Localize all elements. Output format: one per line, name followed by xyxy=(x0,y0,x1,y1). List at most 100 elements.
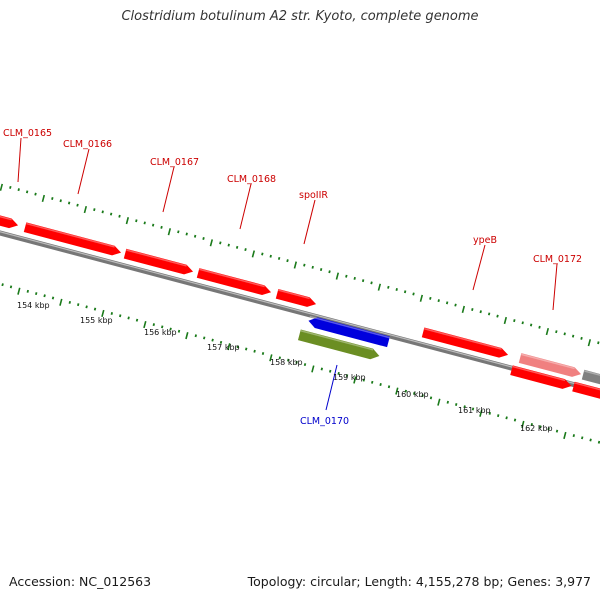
minor-tick xyxy=(488,411,492,415)
minor-tick xyxy=(1,283,4,287)
minor-tick xyxy=(403,290,407,294)
minor-tick xyxy=(185,232,188,236)
minor-tick xyxy=(513,319,516,323)
minor-tick xyxy=(404,389,408,393)
label-clm0167-leader xyxy=(162,166,175,213)
minor-tick xyxy=(203,336,206,340)
minor-tick xyxy=(597,341,600,345)
minor-tick xyxy=(303,363,307,367)
minor-tick xyxy=(387,385,391,389)
minor-tick xyxy=(395,288,398,292)
minor-tick xyxy=(505,416,508,420)
minor-tick xyxy=(581,436,584,440)
minor-tick xyxy=(110,312,114,316)
minor-tick xyxy=(244,248,247,252)
topology-text: Topology: circular; Length: 4,155,278 bp… xyxy=(247,574,591,589)
gene-arrow-clm0165-shine xyxy=(26,222,115,248)
minor-tick xyxy=(219,241,222,245)
major-tick xyxy=(41,194,46,203)
minor-tick xyxy=(76,203,79,207)
minor-tick xyxy=(361,279,365,283)
minor-tick xyxy=(177,329,181,333)
minor-tick xyxy=(287,358,290,362)
major-tick xyxy=(395,387,399,395)
gene-arrow-clm0168-shine xyxy=(278,289,310,300)
label-spoiir-leader xyxy=(303,199,316,245)
gene-labels: CLM_0165 CLM_0166 CLM_0167 CLM_0168 spoIIR yp… xyxy=(3,128,582,427)
minor-tick xyxy=(68,300,72,304)
label-clm0168-leader xyxy=(239,183,252,230)
minor-tick xyxy=(446,400,450,404)
label-clm0172: CLM_0172 xyxy=(533,254,582,265)
minor-tick xyxy=(177,230,180,234)
gene-arrow xyxy=(572,381,600,399)
minor-tick xyxy=(303,263,306,267)
major-tick xyxy=(311,365,315,373)
gene-arrow xyxy=(510,365,572,389)
minor-tick xyxy=(278,356,282,360)
minor-tick xyxy=(93,307,97,311)
major-tick xyxy=(479,409,483,417)
minor-tick xyxy=(17,188,20,192)
minor-tick xyxy=(597,440,600,444)
minor-tick xyxy=(429,296,432,300)
minor-tick xyxy=(261,252,264,256)
scale-label: 155 kbp xyxy=(80,316,113,325)
scale-label: 158 kbp xyxy=(270,358,303,367)
major-tick xyxy=(17,287,21,295)
gene-arrow-shine xyxy=(512,365,566,382)
minor-tick xyxy=(437,299,440,303)
minor-tick xyxy=(471,308,474,311)
minor-tick xyxy=(59,199,62,203)
minor-tick xyxy=(379,383,382,387)
minor-tick xyxy=(109,212,113,216)
label-leader-lines xyxy=(17,137,558,411)
minor-tick xyxy=(362,378,366,382)
scale-label: 157 kbp xyxy=(207,343,240,352)
minor-tick xyxy=(471,407,475,411)
label-clm0168: CLM_0168 xyxy=(227,174,276,185)
minor-tick xyxy=(345,274,348,278)
minor-tick xyxy=(261,351,265,355)
label-ypeb: ypeB xyxy=(473,235,497,246)
major-tick xyxy=(59,298,63,306)
major-tick xyxy=(125,217,130,225)
scale-label: 162 kbp xyxy=(520,424,553,433)
minor-tick xyxy=(211,338,214,342)
minor-tick xyxy=(135,318,139,322)
minor-tick xyxy=(269,254,272,258)
minor-tick xyxy=(202,236,205,240)
label-clm0170-leader xyxy=(325,364,338,411)
label-clm0165-leader xyxy=(17,137,22,183)
gene-arrow-pseudo xyxy=(581,369,600,385)
major-tick xyxy=(419,294,424,302)
minor-tick xyxy=(463,405,466,409)
minor-tick xyxy=(563,332,566,336)
major-tick xyxy=(437,398,441,406)
major-tick xyxy=(227,343,231,351)
minor-tick xyxy=(219,340,223,344)
minor-tick xyxy=(286,259,289,263)
scale-label: 159 kbp xyxy=(333,373,366,382)
minor-tick xyxy=(51,296,55,300)
major-tick xyxy=(563,431,567,440)
minor-tick xyxy=(34,192,37,196)
major-tick xyxy=(269,354,273,362)
gene-arrow-rna-shine xyxy=(300,330,374,351)
minor-tick xyxy=(67,201,71,205)
minor-tick xyxy=(421,394,424,398)
gene-arrow-rna xyxy=(297,329,380,360)
minor-tick xyxy=(194,334,198,338)
major-tick xyxy=(185,332,189,340)
gene-arrow-clm0167 xyxy=(196,268,272,295)
minor-tick xyxy=(589,438,592,442)
minor-tick xyxy=(387,285,390,289)
label-ypeb-leader xyxy=(472,244,486,291)
major-tick xyxy=(251,250,256,258)
minor-tick xyxy=(319,268,323,272)
minor-tick xyxy=(539,425,542,429)
minor-tick xyxy=(227,243,230,247)
gene-arrow-clm0172-shine xyxy=(521,353,575,370)
minor-tick xyxy=(455,403,458,407)
